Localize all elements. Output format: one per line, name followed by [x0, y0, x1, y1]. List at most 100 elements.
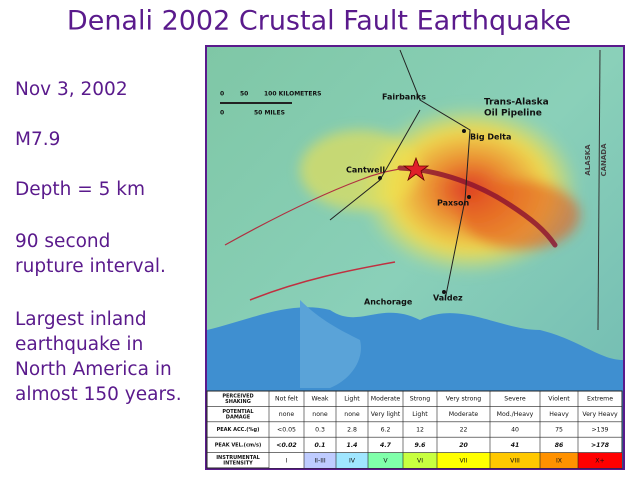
place-label: Fairbanks [382, 93, 426, 102]
sidebar-line: Nov 3, 2002 [15, 79, 128, 100]
scale-label: 100 KILOMETERS [264, 91, 321, 98]
intensity-swatch [368, 452, 403, 468]
cell: 2.8 [347, 427, 357, 434]
cell: 12 [416, 427, 424, 434]
sidebar-line: rupture interval. [15, 256, 166, 277]
cell: 6.2 [381, 427, 391, 434]
cell: 9.6 [415, 442, 427, 449]
road [399, 49, 471, 301]
cell: IV [349, 457, 356, 464]
cell: Moderate [371, 396, 401, 403]
town [378, 176, 382, 180]
cell: none [312, 411, 328, 418]
cell: none [279, 411, 295, 418]
map: 0 50 100 KILOMETERS 0 50 MILES Fairbanks Big D… [205, 45, 625, 470]
cell: VI [417, 457, 423, 464]
border-label: ALASKA [584, 144, 592, 176]
town [462, 129, 466, 133]
cell: Not felt [275, 396, 299, 403]
cell: 41 [511, 442, 520, 449]
cell: Very light [371, 411, 401, 418]
cell: VIII [510, 457, 520, 464]
intensity-swatch [578, 452, 622, 468]
cell: 40 [511, 427, 519, 434]
scale-label: 50 [240, 91, 248, 98]
cell: <0.05 [277, 427, 296, 434]
cell: none [344, 411, 360, 418]
fault [249, 261, 396, 301]
town [442, 290, 446, 294]
cell: Light [412, 411, 428, 418]
cell: >178 [591, 442, 610, 449]
cell: <0.02 [276, 442, 296, 449]
cell: Strong [410, 396, 430, 403]
intensity-swatch [437, 452, 490, 468]
border-label: CANADA [600, 143, 608, 177]
cell: 75 [555, 427, 563, 434]
shaking-area [300, 105, 580, 275]
cell: VII [460, 457, 468, 464]
cell: Very strong [446, 396, 481, 403]
cell: 0.1 [315, 442, 326, 449]
sidebar-line: earthquake in [15, 334, 143, 355]
place-label: Paxson [437, 199, 469, 208]
scale-label: 50 MILES [254, 110, 285, 117]
row-header: POTENTIAL [222, 409, 254, 415]
cell: 20 [459, 442, 468, 449]
row-header: INSTRUMENTAL [216, 455, 260, 461]
epicenter [402, 156, 430, 182]
row-header: DAMAGE [226, 414, 251, 420]
intensity-swatch [490, 452, 540, 468]
cell: 1.4 [347, 442, 358, 449]
place-label: Valdez [433, 294, 463, 303]
scale-label: 0 [220, 91, 224, 98]
sidebar-line: M7.9 [15, 129, 60, 150]
cell: I [286, 457, 288, 464]
place-label: Big Delta [470, 133, 511, 142]
cell: IX [556, 457, 563, 464]
cell: 0.3 [315, 427, 325, 434]
cell: Extreme [587, 396, 613, 403]
row-header: PEAK VEL.(cm/s) [215, 442, 261, 448]
row-header: PEAK ACC.(%g) [217, 427, 260, 433]
inlet [300, 300, 361, 388]
cell: >139 [592, 427, 609, 434]
town [467, 195, 471, 199]
map-labels: 0 50 100 KILOMETERS 0 50 MILES Fairbanks Big D… [220, 91, 608, 307]
cell: 4.7 [380, 442, 392, 449]
cell: 22 [460, 427, 468, 434]
row-header: PERCEIVED [222, 393, 253, 399]
intensity-swatch [304, 452, 336, 468]
sidebar: Nov 3, 2002 M7.9 Depth = 5 km 90 second rupt… [15, 79, 182, 405]
slide-title: Denali 2002 Crustal Fault Earthquake [67, 6, 571, 37]
rupture [397, 165, 558, 248]
intensity-swatch [336, 452, 368, 468]
cell: Severe [504, 396, 526, 403]
cell: Heavy [549, 411, 569, 418]
intensity-swatch [269, 452, 304, 468]
place-label: Cantwell [346, 166, 385, 175]
intensity-swatch [540, 452, 578, 468]
cell: II-III [314, 457, 326, 464]
scale-label: 0 [220, 110, 224, 117]
sidebar-line: almost 150 years. [15, 384, 182, 405]
intensity-swatch [403, 452, 437, 468]
cell: Violent [548, 396, 570, 403]
pipeline-label: Trans-Alaska [484, 98, 549, 108]
cell: Weak [312, 396, 329, 403]
cell: Moderate [449, 411, 479, 418]
sidebar-line: North America in [15, 359, 172, 380]
sidebar-line: 90 second [15, 231, 110, 252]
cell: 86 [555, 442, 564, 449]
row-header: SHAKING [225, 399, 251, 405]
pipeline-label: Oil Pipeline [484, 109, 542, 119]
border [597, 49, 601, 331]
place-label: Anchorage [364, 298, 413, 307]
fault [224, 167, 406, 246]
cell: X+ [595, 457, 604, 464]
cell: V [383, 457, 388, 464]
sidebar-line: Depth = 5 km [15, 179, 145, 200]
cell: Light [344, 396, 360, 403]
